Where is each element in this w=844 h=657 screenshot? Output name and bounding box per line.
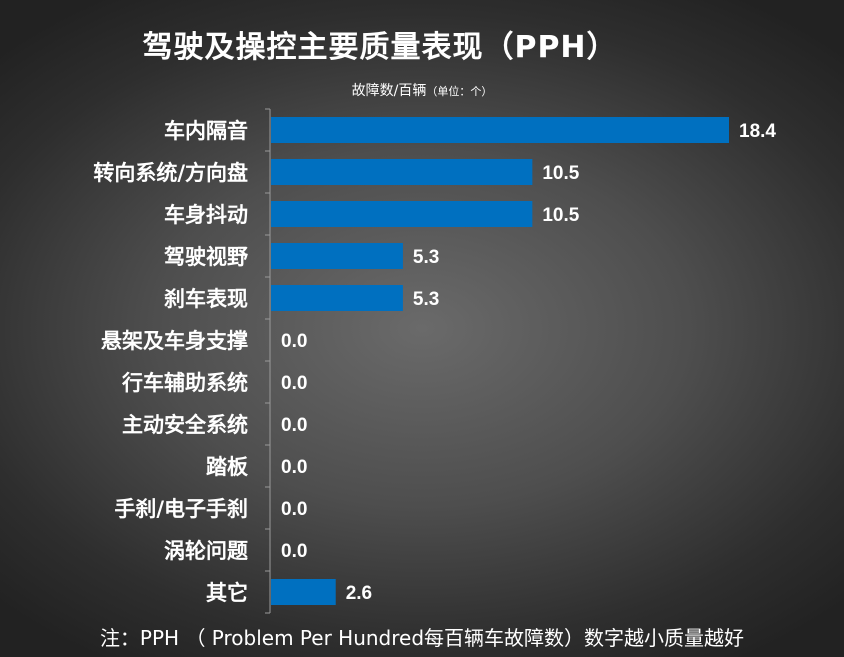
- data-label: 0.0: [281, 457, 307, 478]
- category-label: 其它: [206, 581, 248, 605]
- data-label: 0.0: [281, 415, 307, 436]
- data-label: 0.0: [281, 541, 307, 562]
- bar: [271, 579, 336, 605]
- data-label: 10.5: [542, 205, 579, 226]
- subtitle-main: 故障数/百辆: [351, 83, 427, 99]
- data-label: 18.4: [739, 121, 776, 142]
- data-label: 10.5: [542, 163, 579, 184]
- data-label: 0.0: [281, 373, 307, 394]
- category-label: 驾驶视野: [164, 245, 248, 269]
- bar: [271, 285, 403, 311]
- bar: [271, 243, 403, 269]
- data-label: 0.0: [281, 499, 307, 520]
- chart-subtitle: 故障数/百辆（单位：个）: [0, 80, 844, 100]
- category-label: 涡轮问题: [164, 539, 249, 563]
- category-label: 刹车表现: [164, 287, 248, 311]
- chart-title: 驾驶及操控主要质量表现（PPH）: [142, 30, 618, 65]
- data-label: 0.0: [281, 331, 307, 352]
- bar: [271, 159, 533, 185]
- category-label: 行车辅助系统: [121, 371, 248, 395]
- category-label: 手刹/电子手刹: [114, 497, 248, 521]
- category-label: 转向系统/方向盘: [93, 161, 248, 185]
- data-label: 5.3: [413, 289, 439, 310]
- bar: [271, 117, 729, 143]
- category-label: 主动安全系统: [122, 413, 248, 437]
- category-label: 车内隔音: [164, 119, 248, 143]
- category-label: 车身抖动: [164, 203, 248, 227]
- data-label: 2.6: [346, 583, 372, 604]
- bar: [271, 201, 533, 227]
- chart-footnote: 注：PPH （ Problem Per Hundred每百辆车故障数）数字越小质…: [99, 626, 745, 650]
- subtitle-unit: （单位：个）: [426, 85, 493, 98]
- data-label: 5.3: [413, 247, 439, 268]
- category-label: 悬架及车身支撑: [101, 329, 248, 353]
- category-label: 踏板: [206, 455, 249, 479]
